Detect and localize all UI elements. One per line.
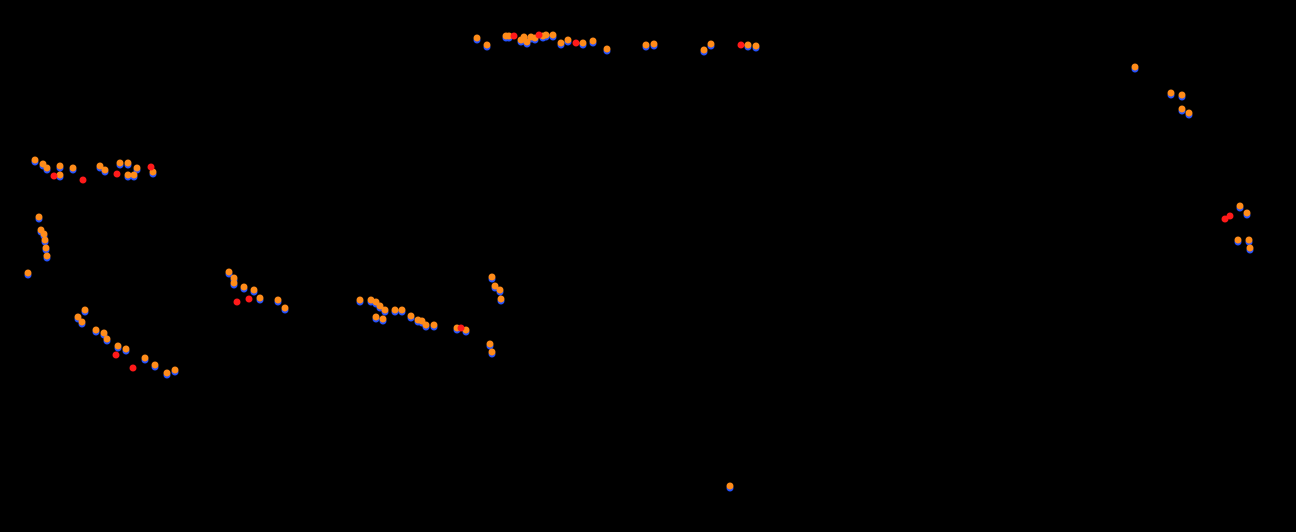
marker-orange [489,274,496,281]
marker-orange [580,40,587,47]
marker-orange [1186,110,1193,117]
marker-orange [550,32,557,39]
marker-orange [651,41,658,48]
marker-orange [1132,64,1139,71]
marker-orange [32,157,39,164]
marker-red [234,299,241,306]
marker-orange [123,346,130,353]
marker-orange [142,355,149,362]
marker-orange [25,270,32,277]
marker-orange [528,34,535,41]
scatter-plot [0,0,1296,532]
marker-orange [431,322,438,329]
marker-orange [131,172,138,179]
marker-orange [373,314,380,321]
marker-red [130,365,137,372]
marker-orange [521,34,528,41]
marker-orange [745,42,752,49]
marker-orange [57,172,64,179]
marker-orange [44,253,51,260]
marker-orange [275,297,282,304]
marker-orange [357,297,364,304]
marker-orange [497,287,504,294]
marker-red [80,177,87,184]
marker-orange [1168,90,1175,97]
marker-orange [1237,203,1244,210]
marker-orange [643,42,650,49]
marker-red [148,164,155,171]
marker-orange [1247,245,1254,252]
marker-orange [423,322,430,329]
marker-red [536,32,543,39]
marker-orange [498,296,505,303]
marker-orange [172,367,179,374]
marker-orange [604,46,611,53]
marker-orange [231,280,238,287]
marker-orange [42,237,49,244]
marker-orange [1244,210,1251,217]
marker-orange [380,316,387,323]
marker-red [573,40,580,47]
marker-orange [408,313,415,320]
marker-orange [251,287,258,294]
marker-orange [753,43,760,50]
marker-orange [1179,106,1186,113]
marker-orange [708,41,715,48]
marker-orange [70,165,77,172]
marker-orange [134,165,141,172]
marker-orange [727,483,734,490]
marker-orange [115,343,122,350]
marker-orange [565,37,572,44]
marker-red [458,325,465,332]
marker-orange [382,307,389,314]
marker-red [246,296,253,303]
marker-orange [152,362,159,369]
marker-orange [57,163,64,170]
marker-orange [44,165,51,172]
marker-orange [82,307,89,314]
marker-orange [125,160,132,167]
marker-orange [590,38,597,45]
marker-red [113,352,120,359]
marker-orange [104,336,111,343]
marker-orange [241,284,248,291]
marker-orange [257,295,264,302]
marker-orange [79,319,86,326]
marker-red [511,33,518,40]
marker-orange [36,214,43,221]
marker-orange [399,307,406,314]
marker-orange [392,307,399,314]
marker-orange [474,35,481,42]
marker-orange [282,305,289,312]
marker-orange [164,370,171,377]
marker-red [114,171,121,178]
marker-orange [43,245,50,252]
marker-orange [117,160,124,167]
marker-orange [558,40,565,47]
marker-red [51,173,58,180]
marker-orange [1246,237,1253,244]
marker-red [738,42,745,49]
marker-orange [484,42,491,49]
marker-orange [543,32,550,39]
marker-orange [701,47,708,54]
marker-orange [1179,92,1186,99]
marker-orange [1235,237,1242,244]
marker-orange [93,327,100,334]
marker-orange [487,341,494,348]
marker-orange [102,167,109,174]
marker-orange [489,349,496,356]
marker-red [1222,216,1229,223]
